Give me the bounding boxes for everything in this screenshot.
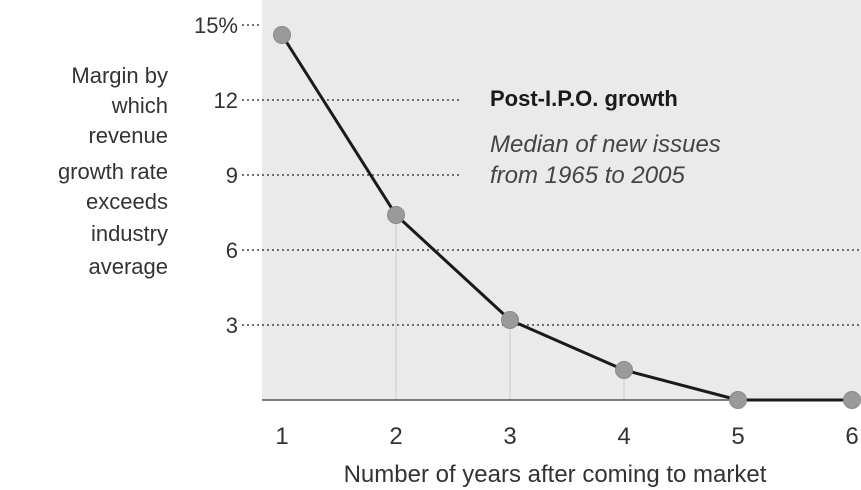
y-axis-label: Margin by which revenue growth rate exce…	[58, 63, 168, 279]
y-tick-label: 12	[214, 88, 238, 113]
x-tick-label: 3	[503, 423, 516, 450]
data-point	[501, 311, 519, 329]
series-points	[273, 26, 861, 409]
y-tick-label: 9	[226, 163, 238, 188]
y-axis-label-line: which	[111, 93, 168, 118]
y-tick-labels: 3 6 9 12 15%	[194, 13, 238, 338]
y-tick-label: 15%	[194, 13, 238, 38]
y-axis-label-line: revenue	[88, 123, 168, 148]
data-point	[273, 26, 291, 44]
y-axis-label-line: industry	[91, 221, 168, 246]
grid	[242, 24, 861, 326]
x-tick-label: 1	[275, 423, 288, 450]
chart-subtitle-line-2: from 1965 to 2005	[490, 162, 685, 189]
data-point	[615, 361, 633, 379]
chart-title: Post-I.P.O. growth	[490, 86, 678, 111]
x-tick-label: 2	[389, 423, 402, 450]
x-axis-label: Number of years after coming to market	[344, 461, 767, 488]
y-tick-label: 3	[226, 313, 238, 338]
y-axis-label-line: Margin by	[71, 63, 168, 88]
x-tick-label: 4	[617, 423, 630, 450]
x-tick-label: 6	[845, 423, 858, 450]
data-point	[729, 391, 747, 409]
plot-area	[262, 0, 861, 400]
y-axis-label-line: growth rate	[58, 159, 168, 184]
x-tick-labels: 1 2 3 4 5 6	[275, 423, 858, 450]
y-axis-label-line: exceeds	[86, 189, 168, 214]
series-line	[280, 34, 852, 402]
x-tick-label: 5	[731, 423, 744, 450]
data-point	[843, 391, 861, 409]
chart-subtitle-line-1: Median of new issues	[490, 131, 721, 158]
data-point	[387, 206, 405, 224]
y-tick-label: 6	[226, 238, 238, 263]
y-axis-label-line: average	[88, 254, 168, 279]
